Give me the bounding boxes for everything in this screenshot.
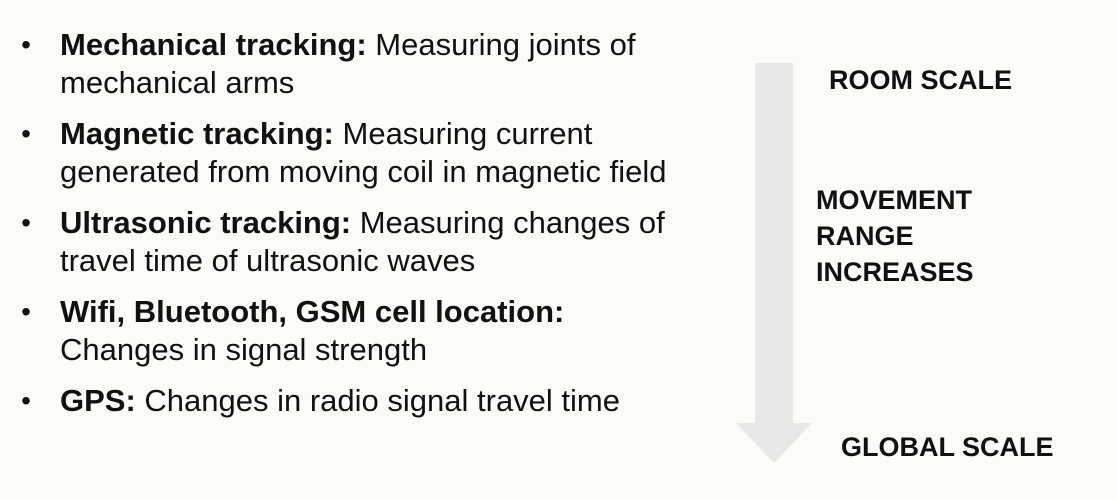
down-arrow-icon xyxy=(736,63,812,463)
bullet-text: Measuring changes of travel time of ultr… xyxy=(60,205,665,278)
bullet-text: Measuring current generated from moving … xyxy=(60,116,667,189)
global-scale-label: GLOBAL SCALE xyxy=(841,432,1054,462)
list-item-ultrasonic-tracking: • Ultrasonic tracking: Measuring changes… xyxy=(16,204,716,280)
list-item-wireless-location: • Wifi, Bluetooth, GSM cell location: Ch… xyxy=(16,293,716,369)
bullet-text: Measuring joints of mechanical arms xyxy=(60,27,636,100)
increases-line: INCREASES xyxy=(816,257,974,287)
bullet-icon: • xyxy=(21,118,31,149)
room-scale-label: ROOM SCALE xyxy=(829,65,1013,95)
bullet-term: GPS: xyxy=(60,383,136,418)
bullet-term: Ultrasonic tracking: xyxy=(60,205,352,240)
movement-range-label: MOVEMENT RANGE INCREASES xyxy=(816,182,974,290)
bullet-text: Changes in radio signal travel time xyxy=(135,383,620,418)
list-item-magnetic-tracking: • Magnetic tracking: Measuring current g… xyxy=(16,115,716,191)
list-item-mechanical-tracking: • Mechanical tracking: Measuring joints … xyxy=(16,26,716,102)
bullet-icon: • xyxy=(21,29,31,60)
bullet-icon: • xyxy=(21,385,31,416)
bullet-icon: • xyxy=(21,296,31,327)
bullet-term: Wifi, Bluetooth, GSM cell location: xyxy=(60,294,565,329)
arrow-shape xyxy=(736,63,812,463)
tracking-methods-list: • Mechanical tracking: Measuring joints … xyxy=(16,26,716,433)
bullet-icon: • xyxy=(21,207,31,238)
bullet-text: Changes in signal strength xyxy=(60,332,428,367)
bullet-term: Magnetic tracking: xyxy=(60,116,334,151)
bullet-term: Mechanical tracking: xyxy=(60,27,367,62)
movement-line: MOVEMENT xyxy=(816,185,973,215)
range-line: RANGE xyxy=(816,221,914,251)
list-item-gps: • GPS: Changes in radio signal travel ti… xyxy=(16,382,716,420)
